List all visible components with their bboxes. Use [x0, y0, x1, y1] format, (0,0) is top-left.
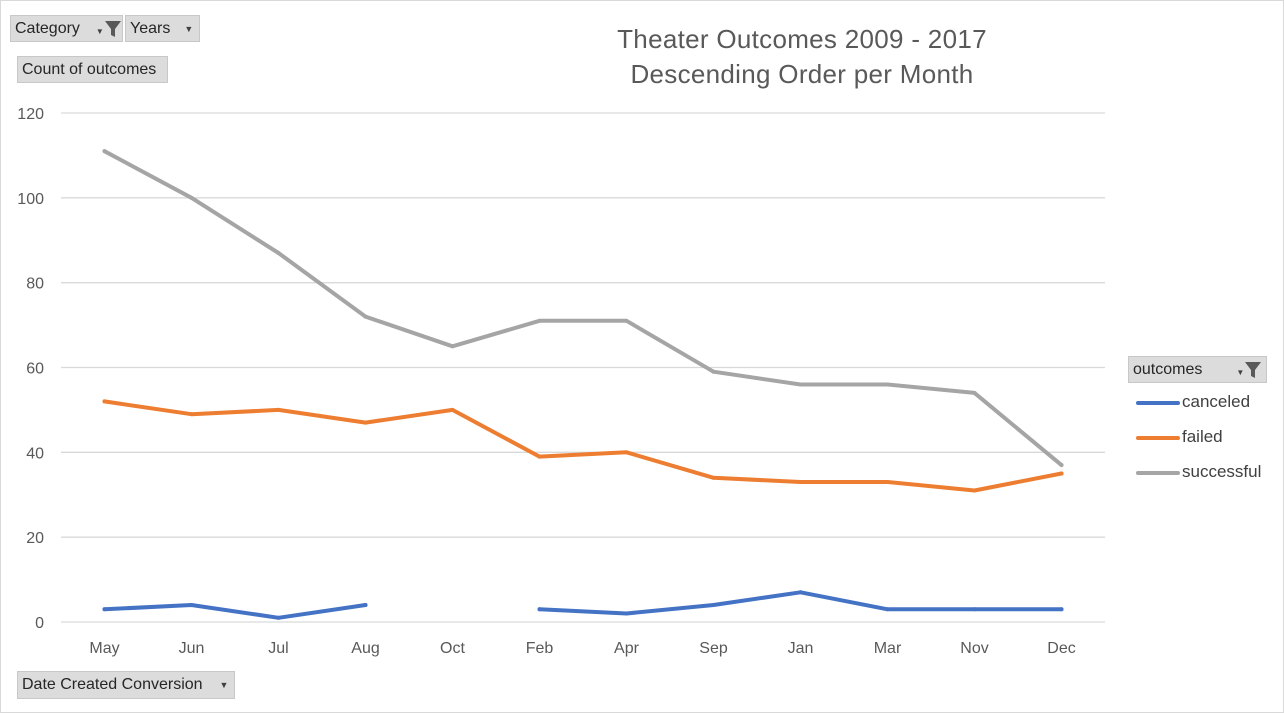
y-tick-label: 40 [26, 445, 44, 462]
data-point-successful [798, 382, 803, 387]
data-point-canceled [189, 603, 194, 608]
legend-label-failed: failed [1182, 427, 1223, 446]
data-point-canceled [102, 607, 107, 612]
legend-label-canceled: canceled [1182, 392, 1251, 411]
data-point-successful [972, 390, 977, 395]
chart-title: Theater Outcomes 2009 - 2017 [617, 24, 987, 54]
x-tick-label: Mar [874, 640, 902, 657]
value-field-button[interactable]: Count of outcomes [17, 56, 168, 83]
data-point-failed [711, 475, 716, 480]
legend-swatch-failed [1136, 436, 1180, 440]
data-point-successful [102, 149, 107, 154]
years-filter-label: Years [130, 19, 171, 37]
legend-field-button[interactable]: outcomes ▼ [1128, 356, 1267, 383]
data-point-canceled [276, 615, 281, 620]
chevron-down-icon: ▼ [184, 23, 194, 34]
legend-swatch-canceled [1136, 401, 1180, 405]
data-point-failed [972, 488, 977, 493]
years-filter-button[interactable]: Years ▼ [125, 15, 200, 42]
data-point-successful [189, 195, 194, 200]
y-tick-label: 120 [17, 106, 44, 123]
y-tick-label: 20 [26, 530, 44, 547]
category-filter-label: Category [15, 19, 80, 37]
chevron-down-icon: ▼ [1236, 368, 1245, 377]
legend-swatch-successful [1136, 471, 1180, 475]
x-tick-label: Jul [268, 640, 288, 657]
data-point-failed [1059, 471, 1064, 476]
value-field-label: Count of outcomes [22, 60, 157, 78]
data-point-failed [537, 454, 542, 459]
x-tick-label: Jan [788, 640, 814, 657]
data-point-canceled [624, 611, 629, 616]
data-point-failed [624, 450, 629, 455]
data-point-canceled [798, 590, 803, 595]
chart-subtitle: Descending Order per Month [630, 59, 974, 89]
axis-field-button[interactable]: Date Created Conversion ▼ [17, 671, 235, 699]
data-point-canceled [711, 603, 716, 608]
x-tick-label: May [89, 640, 119, 657]
data-point-canceled [363, 603, 368, 608]
data-point-failed [276, 407, 281, 412]
y-tick-label: 100 [17, 191, 44, 208]
data-point-successful [450, 344, 455, 349]
data-point-failed [102, 399, 107, 404]
x-tick-label: Feb [526, 640, 554, 657]
legend-field-label: outcomes [1133, 360, 1203, 378]
x-tick-label: Aug [351, 640, 379, 657]
chart-title-block: Theater Outcomes 2009 - 2017 Descending … [500, 22, 1104, 92]
data-point-successful [624, 318, 629, 323]
series-line-successful [102, 149, 1064, 468]
data-point-successful [363, 314, 368, 319]
x-tick-label: Apr [614, 640, 640, 657]
x-tick-label: Sep [699, 640, 728, 657]
filter-funnel-icon [1245, 361, 1262, 378]
data-point-canceled [537, 607, 542, 612]
x-tick-label: Dec [1047, 640, 1075, 657]
x-tick-label: Jun [179, 640, 205, 657]
axis-field-label: Date Created Conversion [22, 676, 203, 693]
data-point-successful [711, 369, 716, 374]
data-point-failed [798, 480, 803, 485]
data-point-canceled [972, 607, 977, 612]
data-point-failed [885, 480, 890, 485]
y-tick-label: 60 [26, 361, 44, 378]
chevron-down-icon: ▼ [219, 680, 229, 690]
data-point-failed [450, 407, 455, 412]
series-line-canceled [102, 590, 1064, 620]
filter-funnel-icon [104, 20, 121, 37]
y-tick-label: 80 [26, 276, 44, 293]
data-point-canceled [1059, 607, 1064, 612]
data-point-successful [276, 250, 281, 255]
data-point-successful [537, 318, 542, 323]
series-line-failed [102, 399, 1064, 493]
category-filter-button[interactable]: Category ▼ [10, 15, 123, 42]
x-tick-label: Oct [440, 640, 465, 657]
y-tick-label: 0 [35, 615, 44, 632]
data-point-canceled [885, 607, 890, 612]
data-point-successful [885, 382, 890, 387]
data-point-failed [363, 420, 368, 425]
chevron-down-icon: ▼ [95, 27, 104, 36]
legend-label-successful: successful [1182, 462, 1262, 481]
data-point-failed [189, 412, 194, 417]
data-point-successful [1059, 463, 1064, 468]
x-tick-label: Nov [960, 640, 988, 657]
